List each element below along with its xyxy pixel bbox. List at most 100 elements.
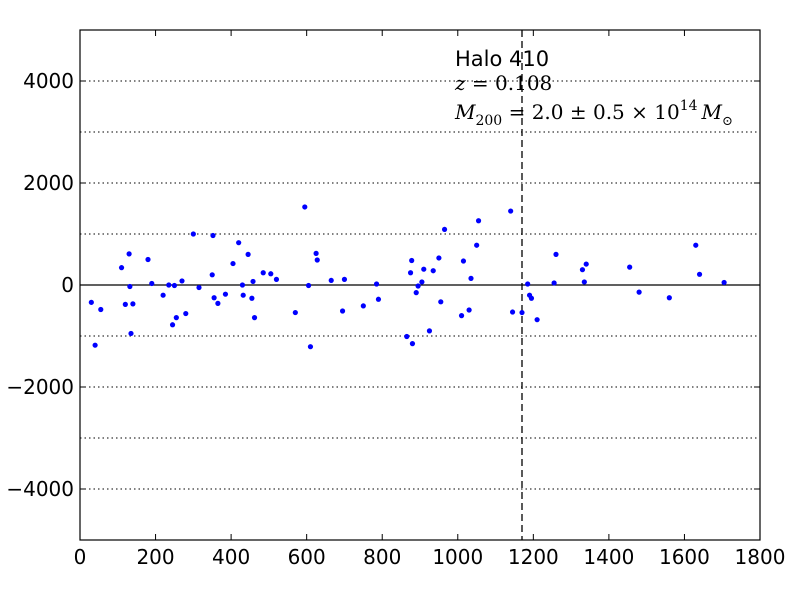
y-tick-label: −2000 [6, 375, 74, 399]
data-point [251, 315, 258, 321]
data-point [215, 300, 221, 306]
data-point [409, 341, 416, 347]
data-point [273, 276, 280, 282]
data-point [149, 280, 155, 287]
data-point [173, 315, 179, 321]
data-point [236, 240, 242, 246]
tick-labels: 0 200 400 600 800 1000 1200 1400 1600 1800 −4000 −2… [6, 69, 785, 569]
data-point [528, 295, 535, 301]
y-tick-label: 4000 [23, 69, 74, 93]
data-point [127, 283, 133, 290]
data-point [430, 268, 436, 274]
annotation-block: Halo 410 z = 0.108 M200 = 2.0 ± 0.5 × 10… [454, 47, 733, 129]
data-point [307, 344, 314, 350]
data-point [314, 257, 320, 263]
data-point [245, 251, 251, 257]
mass-value: = 2.0 ± 0.5 × 10 [502, 100, 679, 124]
data-point [468, 275, 474, 281]
annotation-mass: M200 = 2.0 ± 0.5 × 1014 M⊙ [454, 98, 733, 129]
data-point [419, 279, 425, 285]
data-point [171, 282, 178, 289]
mass-unit: M [701, 100, 723, 124]
x-tick-label: 1200 [508, 545, 559, 569]
data-point [130, 301, 136, 307]
data-point [436, 255, 442, 261]
data-point [268, 271, 274, 277]
data-point [693, 242, 699, 248]
redshift-value: = 0.108 [466, 71, 553, 95]
x-tick-label: 400 [212, 545, 250, 569]
data-point [421, 266, 427, 272]
data-point [122, 301, 128, 307]
data-point [341, 276, 348, 282]
data-point [260, 270, 266, 276]
data-point [313, 250, 319, 256]
data-point [407, 270, 414, 276]
data-point [666, 295, 672, 301]
data-point [239, 282, 246, 288]
data-point [88, 299, 94, 305]
data-point [190, 231, 196, 237]
data-point [240, 292, 246, 298]
x-tick-label: 800 [363, 545, 401, 569]
data-point [98, 306, 104, 313]
data-point [210, 232, 216, 239]
data-point [145, 256, 151, 263]
data-point [415, 283, 421, 289]
x-tick-label: 0 [74, 545, 87, 569]
y-tick-label: 2000 [23, 171, 74, 195]
data-point [553, 251, 559, 257]
y-tick-label: 0 [61, 273, 74, 297]
data-point [581, 279, 587, 285]
mass-unit-subscript: ⊙ [722, 114, 733, 129]
data-point [534, 317, 540, 323]
data-point [509, 309, 516, 315]
x-tick-label: 1600 [659, 545, 710, 569]
data-point [183, 310, 189, 317]
y-tick-label: −4000 [6, 477, 74, 501]
data-point [209, 272, 215, 278]
annotation-redshift: z = 0.108 [454, 71, 552, 95]
data-point [441, 226, 448, 233]
data-point [458, 313, 465, 319]
data-point [475, 218, 482, 224]
axis-ticks [79, 30, 761, 540]
data-point [222, 291, 229, 297]
data-point [169, 322, 176, 328]
data-point [126, 251, 132, 257]
data-point [339, 308, 346, 314]
data-point [118, 265, 125, 271]
data-point [328, 277, 334, 284]
data-point [413, 290, 419, 296]
data-point [211, 295, 217, 301]
mass-exponent: 14 [680, 98, 698, 114]
data-point [375, 296, 382, 302]
x-tick-label: 1000 [432, 545, 483, 569]
data-point [373, 281, 380, 287]
data-point [160, 292, 166, 298]
data-point [128, 330, 134, 337]
redshift-symbol: z [454, 71, 466, 95]
data-point [460, 258, 467, 264]
data-point [466, 307, 472, 313]
data-point [302, 204, 308, 210]
data-point [551, 280, 557, 286]
data-point [409, 257, 415, 264]
data-point [305, 282, 312, 289]
data-point [249, 295, 255, 301]
data-point [250, 278, 256, 285]
data-point [438, 299, 444, 305]
data-point [474, 242, 480, 248]
data-point [92, 342, 98, 348]
data-point [627, 264, 633, 270]
data-point [583, 261, 589, 267]
data-point [696, 271, 703, 277]
data-point [519, 309, 525, 316]
x-tick-label: 600 [288, 545, 326, 569]
mass-subscript: 200 [475, 113, 502, 129]
data-point [292, 309, 298, 316]
data-point [404, 333, 410, 340]
data-point [636, 289, 642, 295]
